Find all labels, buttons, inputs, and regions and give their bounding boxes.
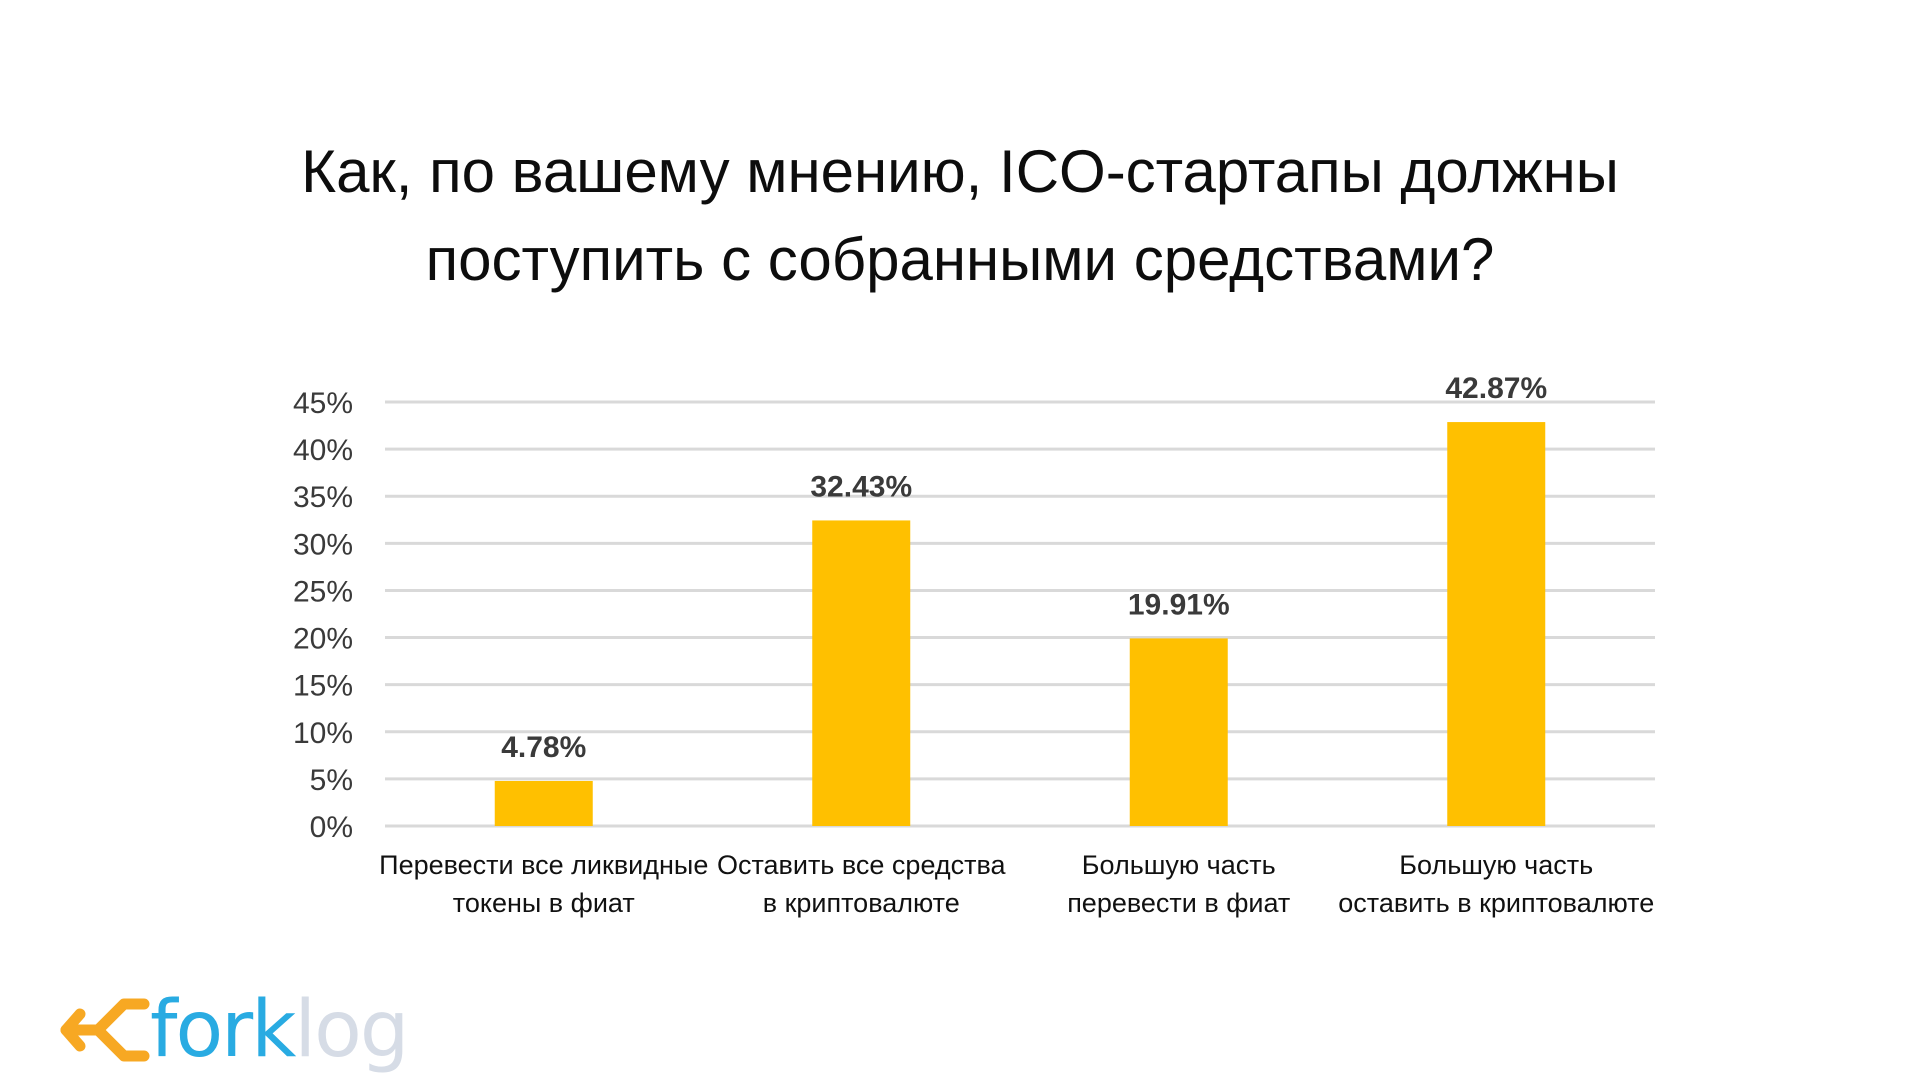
y-tick-label: 25%	[293, 575, 353, 608]
x-axis-categories: Перевести все ликвидные токены в фиат Оста…	[379, 850, 1654, 918]
x-category-label: перевести в фиат	[1067, 888, 1290, 918]
x-category-label: оставить в криптовалюте	[1338, 888, 1654, 918]
forklog-logo: forklog	[58, 985, 409, 1075]
data-label: 32.43%	[810, 470, 912, 503]
bar	[1129, 638, 1228, 826]
x-category-label: в криптовалюте	[763, 888, 960, 918]
y-tick-label: 40%	[293, 434, 353, 467]
y-tick-label: 5%	[310, 764, 353, 797]
y-tick-label: 20%	[293, 623, 353, 656]
x-category-label: Перевести все ликвидные	[379, 850, 708, 880]
value-labels: 4.78% 32.43% 19.91% 42.87%	[501, 372, 1547, 764]
chart-title-line-2: поступить с собранными средствами?	[425, 226, 1495, 293]
y-tick-label: 45%	[293, 387, 353, 420]
data-label: 19.91%	[1128, 588, 1230, 621]
y-tick-label: 35%	[293, 481, 353, 514]
logo-text-fork: fork	[150, 985, 296, 1075]
x-category-label: Оставить все средства	[717, 850, 1007, 880]
bars	[494, 422, 1546, 826]
bar	[1447, 422, 1546, 826]
x-category-label: Большую часть	[1399, 850, 1593, 880]
chart-title: Как, по вашему мнению, ICO-стартапы долж…	[160, 128, 1760, 304]
fork-arrow-icon	[60, 998, 150, 1062]
x-category-label: токены в фиат	[453, 888, 635, 918]
y-tick-label: 15%	[293, 670, 353, 703]
data-label: 4.78%	[501, 731, 586, 764]
logo-text-log: log	[294, 985, 409, 1075]
bar	[494, 780, 593, 826]
y-tick-label: 10%	[293, 717, 353, 750]
bar	[812, 520, 911, 826]
x-category-label: Большую часть	[1082, 850, 1276, 880]
y-axis-ticks: 0% 5% 10% 15% 20% 25% 30% 35% 40% 45%	[293, 387, 353, 844]
grid-lines	[385, 400, 1655, 828]
y-tick-label: 30%	[293, 528, 353, 561]
y-tick-label: 0%	[310, 811, 353, 844]
chart-title-line-1: Как, по вашему мнению, ICO-стартапы долж…	[301, 138, 1619, 205]
data-label: 42.87%	[1445, 372, 1547, 405]
